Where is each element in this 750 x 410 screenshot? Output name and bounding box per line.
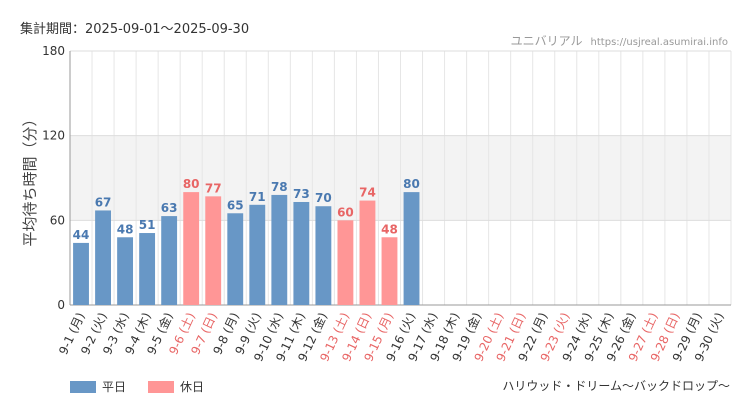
y-axis-label: 平均待ち時間（分） — [21, 111, 39, 246]
legend-weekday: 平日 — [70, 378, 126, 395]
y-tick-label: 0 — [57, 298, 65, 312]
bar — [249, 204, 266, 305]
data-label: 77 — [205, 181, 222, 195]
data-label: 80 — [183, 177, 200, 191]
credit-name: ユニバリアル — [510, 34, 583, 48]
y-tick-label: 120 — [42, 129, 65, 143]
data-label: 78 — [271, 180, 288, 194]
bar — [73, 242, 89, 305]
data-label: 48 — [381, 222, 398, 236]
data-label: 74 — [359, 186, 376, 200]
credit-label: ユニバリアル https://usjreal.asumirai.info — [511, 32, 728, 49]
data-label: 48 — [117, 222, 134, 236]
legend-weekday-swatch — [70, 380, 96, 393]
bar — [315, 206, 332, 305]
bar — [161, 216, 178, 305]
data-label: 63 — [161, 201, 178, 215]
legend-holiday-label: 休日 — [180, 380, 205, 394]
legend: 平日 休日 — [70, 378, 226, 395]
bar — [271, 194, 288, 305]
legend-weekday-label: 平日 — [102, 380, 127, 394]
data-label: 65 — [227, 198, 244, 212]
data-label: 73 — [293, 187, 310, 201]
data-label: 44 — [73, 228, 90, 242]
bar — [227, 213, 244, 305]
bar — [183, 192, 200, 305]
data-label: 71 — [249, 190, 266, 204]
data-label: 60 — [337, 205, 354, 219]
bar — [337, 220, 354, 305]
bar — [205, 196, 222, 305]
credit-site[interactable]: https://usjreal.asumirai.info — [590, 37, 728, 48]
bar — [117, 237, 134, 305]
attraction-name: ハリウッド・ドリーム～バックドロップ～ — [502, 379, 730, 393]
y-tick-label: 60 — [50, 213, 65, 227]
legend-holiday-swatch — [148, 380, 175, 393]
data-label: 80 — [403, 177, 420, 191]
data-label: 70 — [315, 191, 332, 205]
bar — [139, 233, 156, 305]
legend-holiday: 休日 — [148, 378, 204, 395]
bar — [403, 192, 420, 305]
data-label: 67 — [95, 195, 112, 209]
bar — [293, 201, 310, 305]
bar — [359, 200, 376, 305]
bar — [95, 210, 111, 305]
period-label: 集計期間：2025-09-01～2025-09-30 — [20, 22, 250, 37]
bar — [381, 237, 398, 305]
data-label: 51 — [139, 218, 156, 232]
y-tick-label: 180 — [42, 44, 65, 58]
